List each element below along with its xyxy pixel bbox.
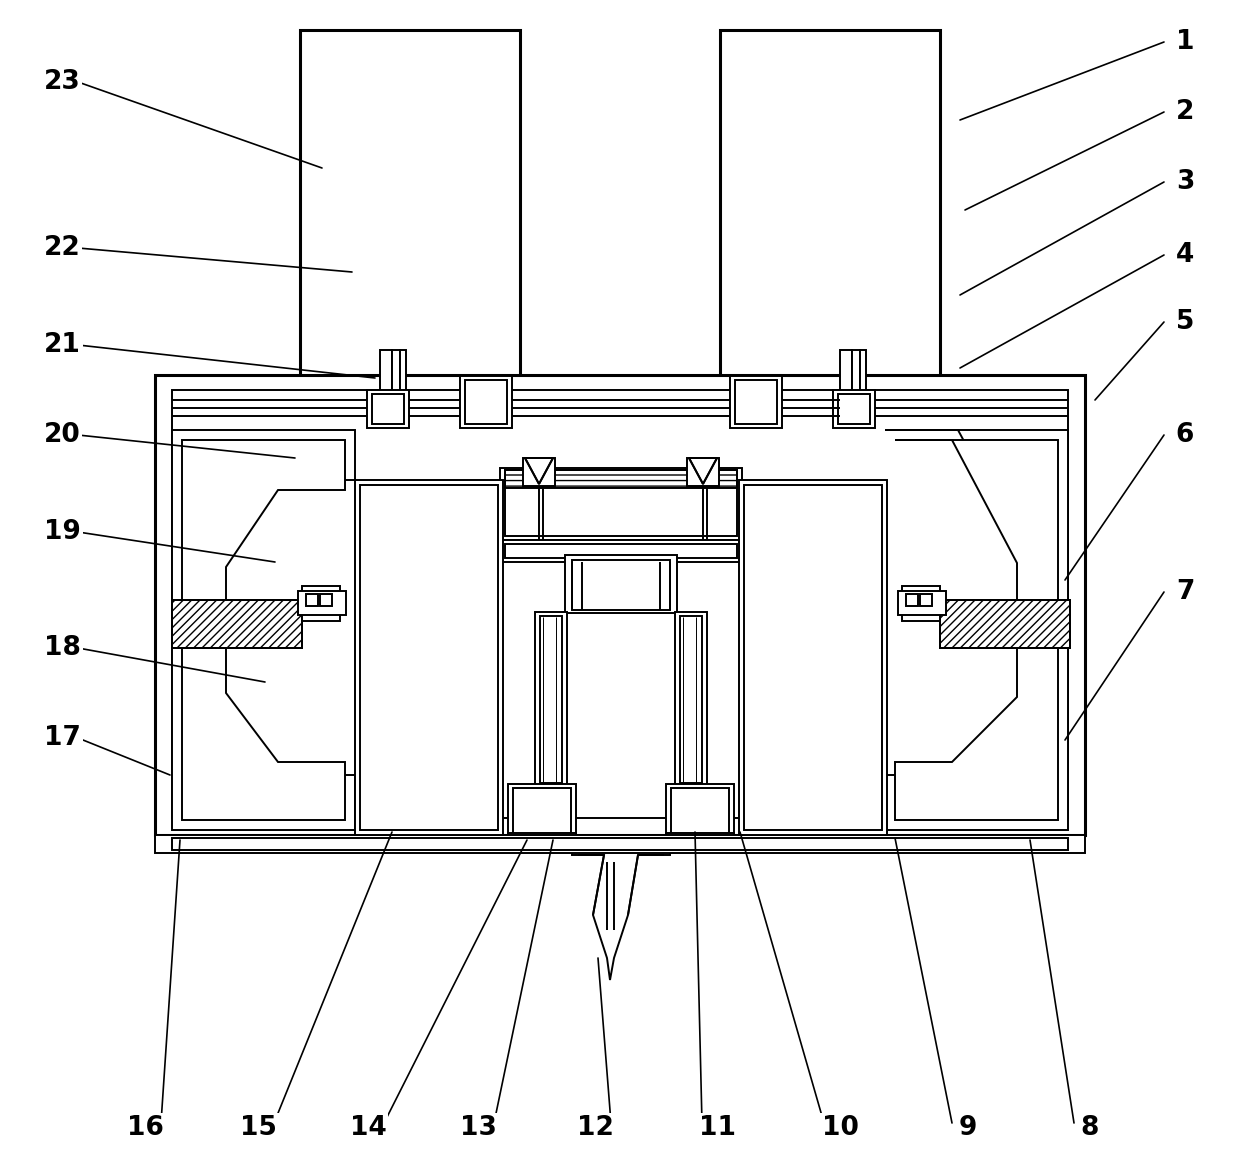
Bar <box>320 594 332 606</box>
Bar <box>392 349 401 420</box>
Text: 3: 3 <box>1176 170 1194 195</box>
Bar <box>852 349 861 420</box>
Text: 15: 15 <box>239 1115 277 1141</box>
Bar <box>744 485 882 830</box>
Bar <box>534 612 567 787</box>
Bar <box>172 600 303 648</box>
Bar <box>565 555 677 613</box>
Bar <box>839 349 852 420</box>
Bar <box>367 390 409 428</box>
Text: 22: 22 <box>43 235 81 261</box>
Text: 21: 21 <box>43 332 81 358</box>
Bar <box>500 468 742 540</box>
Bar <box>666 784 734 842</box>
Bar <box>861 349 866 420</box>
Text: 16: 16 <box>126 1115 164 1141</box>
Bar <box>508 784 577 842</box>
Bar <box>675 612 707 787</box>
Bar <box>155 375 1085 835</box>
Text: 19: 19 <box>43 519 81 545</box>
Bar <box>298 591 346 615</box>
Bar <box>306 594 317 606</box>
Bar <box>401 349 405 420</box>
Text: 5: 5 <box>1176 309 1194 336</box>
Bar <box>735 380 777 424</box>
Bar <box>460 376 512 428</box>
Text: 7: 7 <box>1176 579 1194 605</box>
Bar <box>833 390 875 428</box>
Bar <box>739 479 887 835</box>
Bar <box>303 586 340 621</box>
Bar <box>680 616 702 783</box>
Bar <box>523 457 556 486</box>
Bar <box>500 540 742 562</box>
Polygon shape <box>182 440 345 820</box>
Text: 18: 18 <box>43 635 81 661</box>
Bar <box>300 30 520 380</box>
Text: 14: 14 <box>350 1115 387 1141</box>
Polygon shape <box>689 457 717 484</box>
Bar <box>508 832 577 843</box>
Bar <box>687 457 719 486</box>
Text: 12: 12 <box>577 1115 614 1141</box>
Bar <box>360 485 498 830</box>
Bar <box>539 616 562 783</box>
Text: 17: 17 <box>43 724 81 751</box>
Bar <box>906 594 918 606</box>
Bar <box>172 838 1068 850</box>
Bar <box>505 545 737 558</box>
Bar <box>666 832 734 843</box>
Bar <box>505 470 737 488</box>
Bar <box>572 560 670 610</box>
Text: 13: 13 <box>460 1115 496 1141</box>
Bar <box>901 586 940 621</box>
Bar <box>465 380 507 424</box>
Bar <box>671 788 729 838</box>
Bar <box>940 600 1070 648</box>
Bar <box>355 479 503 835</box>
Text: 1: 1 <box>1176 29 1194 55</box>
Text: 20: 20 <box>43 421 81 448</box>
Polygon shape <box>525 457 553 484</box>
Polygon shape <box>895 440 1058 820</box>
Bar <box>720 30 940 380</box>
Polygon shape <box>885 430 1068 830</box>
Polygon shape <box>572 838 670 980</box>
Bar <box>505 488 737 536</box>
Bar <box>730 376 782 428</box>
Polygon shape <box>172 430 355 830</box>
Text: 6: 6 <box>1176 421 1194 448</box>
Bar <box>513 788 570 838</box>
Text: 4: 4 <box>1176 241 1194 268</box>
Bar <box>379 349 392 420</box>
Text: 23: 23 <box>43 68 81 95</box>
Text: 2: 2 <box>1176 99 1194 125</box>
Text: 11: 11 <box>699 1115 737 1141</box>
Bar <box>940 600 1070 648</box>
Bar <box>838 394 870 424</box>
Bar <box>372 394 404 424</box>
Bar <box>505 470 737 488</box>
Bar <box>898 591 946 615</box>
Bar <box>172 390 1068 819</box>
Bar <box>172 600 303 648</box>
Text: 8: 8 <box>1081 1115 1099 1141</box>
Text: 9: 9 <box>959 1115 977 1141</box>
Bar <box>155 835 1085 853</box>
Text: 10: 10 <box>822 1115 858 1141</box>
Bar <box>920 594 932 606</box>
